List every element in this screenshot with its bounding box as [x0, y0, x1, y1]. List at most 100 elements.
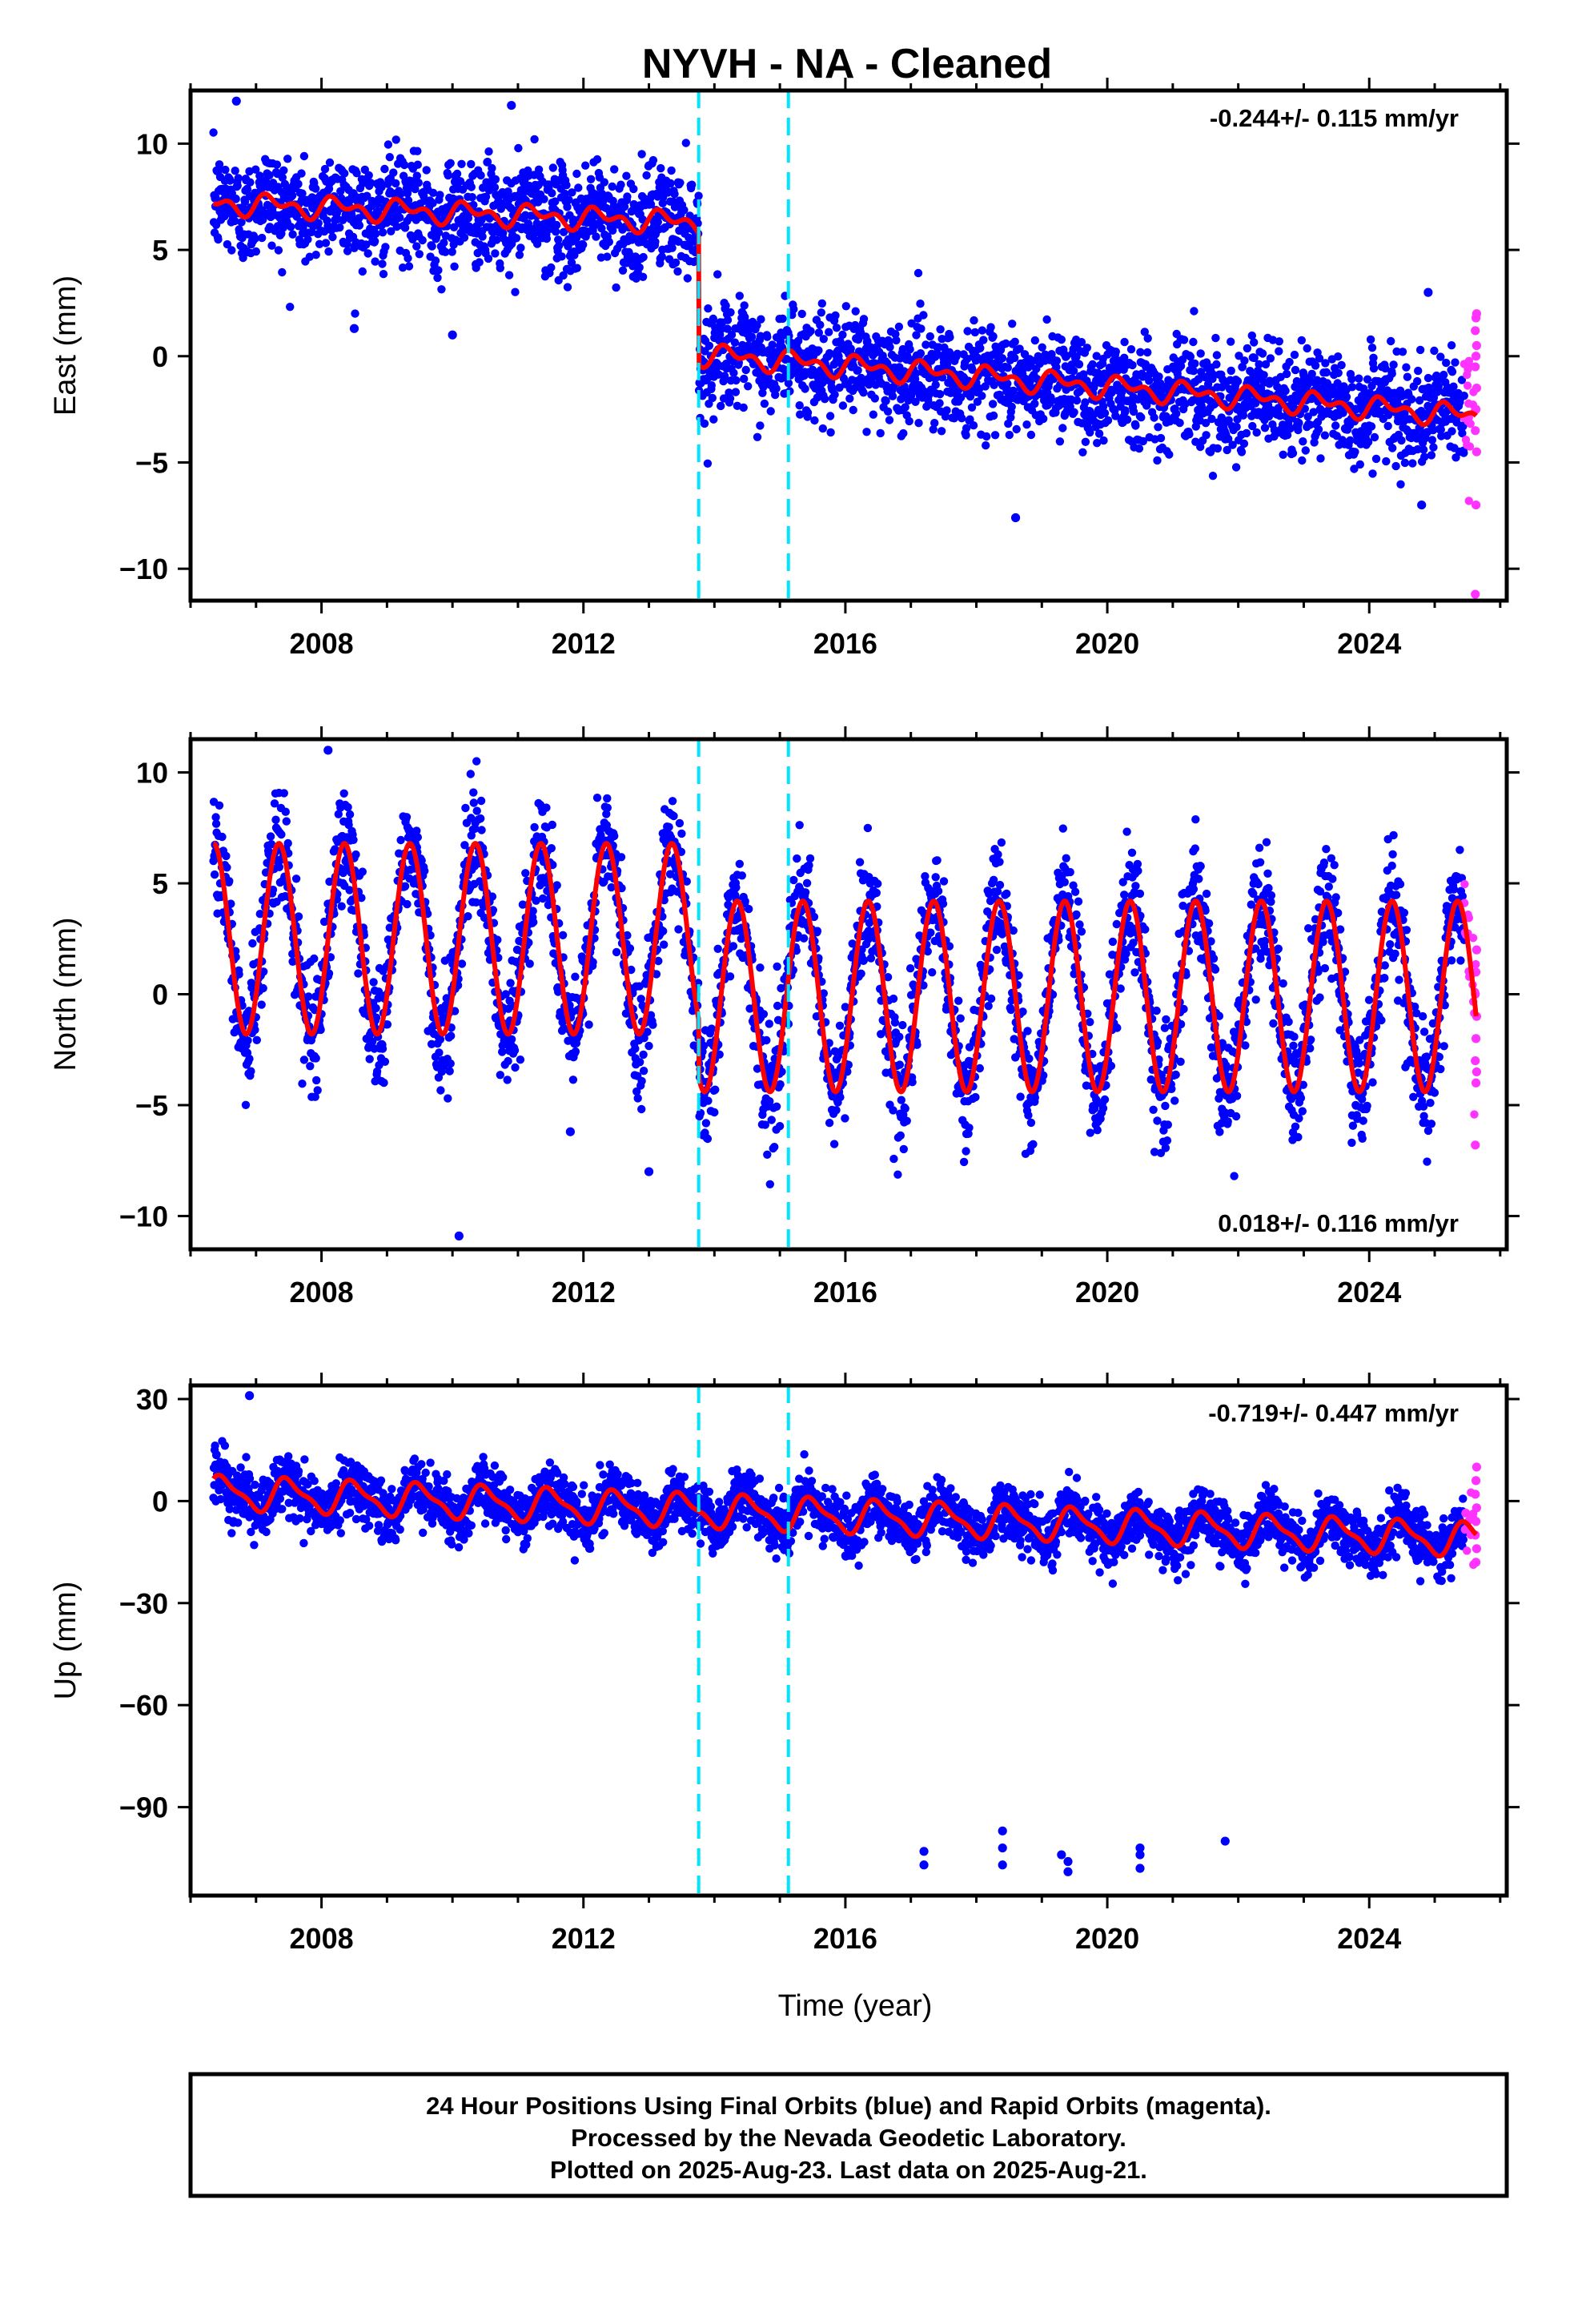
- outlier-point: [231, 96, 241, 106]
- data-point: [885, 343, 894, 352]
- data-point: [805, 854, 815, 863]
- data-point: [385, 153, 394, 162]
- data-point: [396, 189, 405, 199]
- data-point: [730, 338, 740, 347]
- data-point: [363, 191, 371, 200]
- data-point: [803, 408, 813, 417]
- data-point: [1046, 393, 1055, 402]
- data-point: [467, 183, 476, 191]
- data-point: [654, 212, 663, 221]
- data-point: [258, 233, 267, 243]
- data-point: [215, 160, 224, 169]
- data-point: [825, 412, 835, 420]
- data-point: [530, 822, 539, 832]
- data-point: [1427, 451, 1436, 460]
- data-point: [210, 870, 219, 879]
- data-point: [1057, 335, 1066, 344]
- data-point: [231, 167, 239, 175]
- data-point: [211, 813, 220, 822]
- data-point: [709, 314, 717, 324]
- data-point: [1299, 437, 1307, 446]
- outlier-point: [1417, 500, 1427, 510]
- data-point: [1275, 347, 1283, 356]
- data-point: [941, 412, 950, 421]
- data-point: [801, 384, 809, 393]
- data-point: [1231, 463, 1241, 472]
- data-point: [988, 400, 998, 408]
- data-point: [450, 262, 459, 271]
- data-point: [766, 407, 775, 416]
- data-point: [765, 1180, 774, 1189]
- data-point: [1369, 364, 1379, 373]
- data-point: [1315, 354, 1324, 363]
- data-point: [838, 330, 847, 340]
- data-point: [962, 424, 971, 432]
- data-point: [315, 239, 324, 248]
- data-point: [1295, 419, 1303, 428]
- data-point: [656, 163, 665, 173]
- data-point: [234, 174, 243, 183]
- data-point: [1298, 456, 1307, 465]
- data-point: [639, 252, 648, 262]
- data-point: [651, 237, 660, 247]
- data-point: [343, 239, 351, 248]
- data-point: [478, 232, 487, 241]
- data-point: [245, 167, 254, 176]
- east-final-orbit-points: [209, 96, 1469, 523]
- data-point: [1347, 383, 1357, 392]
- data-point: [1232, 422, 1241, 432]
- data-point: [562, 181, 571, 190]
- data-point: [1396, 480, 1405, 489]
- outlier-point: [349, 324, 359, 333]
- data-point: [278, 173, 287, 182]
- data-point: [259, 983, 267, 993]
- data-point: [511, 287, 520, 296]
- data-point: [982, 432, 991, 441]
- data-point: [1322, 368, 1331, 377]
- rapid-orbit-point: [1464, 497, 1473, 505]
- data-point: [226, 176, 235, 185]
- data-point: [916, 300, 925, 308]
- data-point: [740, 374, 749, 384]
- data-point: [1260, 424, 1270, 432]
- data-point: [400, 160, 409, 170]
- data-point: [899, 428, 908, 438]
- data-point: [1437, 432, 1446, 440]
- data-point: [354, 969, 363, 978]
- data-point: [247, 1067, 255, 1076]
- data-point: [758, 388, 767, 397]
- data-point: [503, 1076, 512, 1084]
- data-point: [413, 147, 422, 155]
- data-point: [568, 1076, 578, 1084]
- data-point: [659, 927, 668, 935]
- data-point: [288, 230, 297, 239]
- data-point: [741, 365, 750, 375]
- data-point: [818, 424, 827, 433]
- data-point: [532, 239, 542, 248]
- outlier-point: [1010, 513, 1021, 523]
- data-point: [936, 325, 945, 334]
- data-point: [412, 242, 421, 251]
- data-point: [467, 159, 476, 169]
- east-y-axis-label: East (mm): [49, 275, 82, 416]
- data-point: [1224, 434, 1233, 444]
- data-point: [378, 1044, 387, 1053]
- data-point: [1449, 382, 1458, 391]
- data-point: [1098, 402, 1108, 411]
- data-point: [817, 308, 825, 317]
- data-point: [412, 171, 421, 180]
- data-point: [704, 304, 713, 313]
- data-point: [476, 171, 485, 180]
- data-point: [981, 382, 990, 391]
- rapid-orbit-point: [1464, 356, 1474, 366]
- data-point: [1227, 337, 1235, 346]
- data-point: [540, 195, 548, 203]
- data-point: [413, 833, 422, 842]
- data-point: [830, 390, 839, 399]
- data-point: [358, 267, 367, 276]
- data-point: [862, 428, 871, 436]
- data-point: [223, 239, 232, 249]
- data-point: [362, 240, 371, 249]
- data-point: [756, 421, 765, 430]
